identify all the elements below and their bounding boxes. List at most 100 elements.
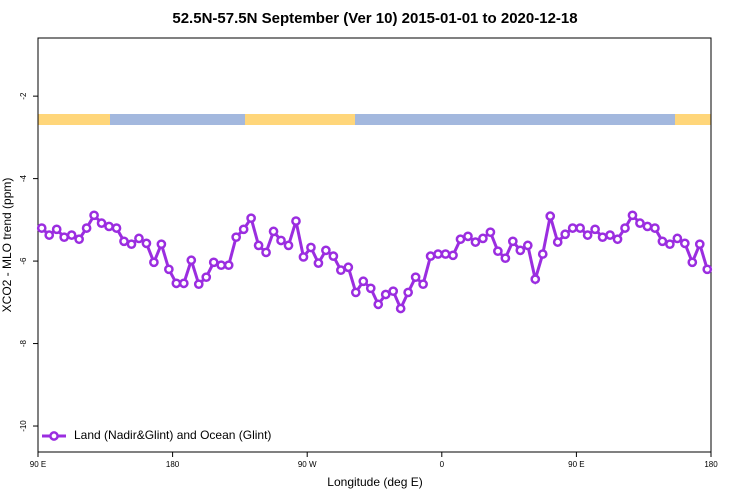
data-point — [134, 233, 144, 244]
data-point — [164, 264, 174, 275]
land-ocean-band — [38, 114, 711, 125]
x-tick-label: 90 E — [30, 460, 46, 469]
data-point — [380, 289, 391, 300]
data-point — [261, 247, 271, 258]
land-band — [675, 114, 711, 125]
data-point — [665, 239, 675, 250]
data-point — [36, 223, 47, 233]
data-point — [530, 274, 541, 285]
data-point — [231, 232, 242, 243]
land-band — [245, 114, 355, 125]
data-point — [582, 230, 593, 240]
data-point — [104, 221, 114, 232]
data-point — [627, 210, 638, 221]
data-point — [201, 272, 212, 283]
data-point — [679, 238, 690, 249]
x-tick-label: 90 W — [298, 460, 317, 469]
data-point — [612, 234, 623, 245]
data-point — [575, 223, 585, 233]
data-point — [672, 233, 683, 244]
data-point — [478, 233, 488, 244]
data-point — [433, 249, 443, 259]
data-point — [253, 240, 264, 251]
data-point — [89, 210, 99, 221]
data-point — [223, 260, 234, 271]
data-point — [657, 236, 668, 247]
data-point — [141, 238, 152, 249]
data-point — [171, 278, 182, 289]
x-tick-label: 180 — [704, 460, 718, 469]
data-point — [365, 283, 376, 294]
x-tick-label: 180 — [166, 460, 180, 469]
data-point — [238, 224, 249, 235]
data-point — [111, 223, 122, 233]
data-point — [485, 227, 496, 238]
legend-marker — [49, 431, 59, 441]
data-point — [470, 237, 481, 247]
data-point — [552, 237, 563, 247]
plot-frame — [37, 37, 712, 453]
data-point — [328, 251, 339, 261]
data-point — [410, 272, 421, 283]
y-tick-label: -8 — [19, 339, 28, 347]
data-point — [650, 223, 660, 233]
series-line — [40, 212, 709, 313]
chart-title: 52.5N-57.5N September (Ver 10) 2015-01-0… — [172, 10, 577, 27]
data-point — [126, 239, 137, 250]
data-point — [268, 226, 279, 237]
data-point — [537, 249, 548, 259]
y-axis-label: XCO2 - MLO trend (ppm) — [0, 178, 14, 313]
data-point — [597, 232, 608, 243]
data-point — [635, 218, 645, 228]
data-point — [350, 287, 361, 298]
legend-label: Land (Nadir&Glint) and Ocean (Glint) — [74, 428, 271, 442]
y-tick-label: -4 — [19, 175, 28, 183]
data-point — [51, 224, 62, 235]
data-point — [358, 276, 369, 287]
data-point — [119, 236, 129, 247]
x-axis-label: Longitude (deg E) — [327, 475, 422, 489]
data-point — [687, 257, 698, 268]
data-point — [283, 240, 294, 251]
data-point — [44, 230, 55, 240]
data-point — [694, 239, 705, 250]
data-point — [702, 264, 713, 275]
data-point — [178, 278, 189, 289]
data-point — [373, 299, 384, 310]
data-point — [313, 258, 324, 268]
data-point — [276, 235, 286, 246]
x-tick-label: 0 — [440, 460, 445, 469]
ocean-band — [38, 114, 711, 125]
data-point — [336, 265, 346, 276]
data-point — [403, 287, 413, 298]
data-point — [567, 223, 578, 233]
data-point — [388, 286, 399, 297]
data-point — [96, 218, 107, 228]
data-point — [149, 257, 159, 268]
data-point — [321, 245, 331, 256]
land-band — [38, 114, 110, 125]
data-point — [298, 252, 309, 262]
data-point — [291, 216, 301, 226]
data-point — [463, 231, 473, 242]
data-point — [216, 260, 227, 271]
data-point — [193, 279, 204, 290]
data-point — [66, 230, 77, 240]
data-point — [545, 211, 556, 221]
data-point — [343, 262, 354, 273]
data-point — [208, 257, 219, 268]
data-point — [395, 303, 406, 314]
data-point — [186, 255, 197, 266]
x-tick-label: 90 E — [568, 460, 584, 469]
data-point — [500, 253, 511, 264]
data-point — [507, 236, 518, 247]
data-point — [156, 239, 167, 250]
data-point — [440, 249, 451, 259]
data-point — [590, 224, 600, 235]
y-tick-label: -10 — [19, 420, 28, 432]
data-point — [522, 240, 533, 251]
data-point — [74, 234, 84, 245]
data-point — [493, 246, 503, 257]
data-point — [425, 251, 436, 261]
